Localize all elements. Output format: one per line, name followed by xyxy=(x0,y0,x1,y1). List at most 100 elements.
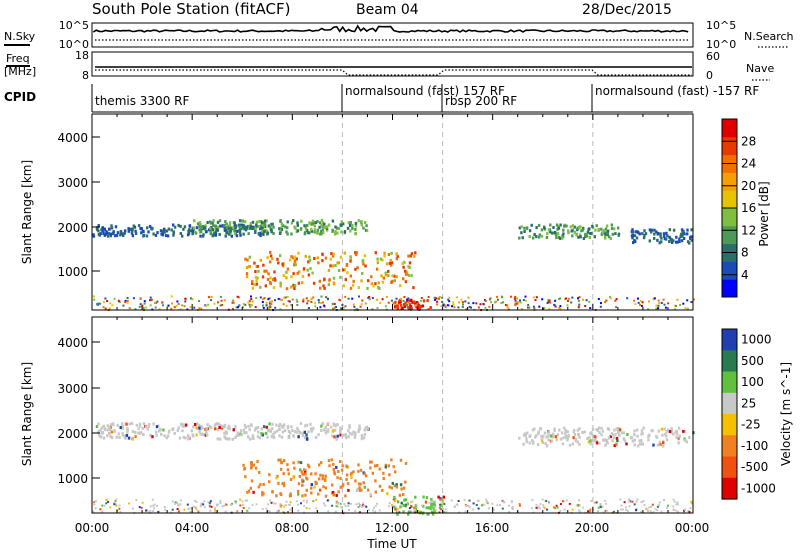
velocity-cell xyxy=(633,443,636,447)
power-ground-speckle xyxy=(641,301,644,304)
velocity-cell xyxy=(407,512,410,516)
power-cell xyxy=(648,239,651,243)
power-y-tick-4000: 4000 xyxy=(57,131,88,145)
power-cell xyxy=(269,260,272,264)
velocity-ground-speckle xyxy=(148,511,151,513)
velocity-cell xyxy=(363,485,366,489)
power-ground-speckle xyxy=(154,302,157,304)
power-cell xyxy=(198,221,202,225)
velocity-ground-speckle xyxy=(508,511,511,514)
power-cell xyxy=(650,228,654,232)
velocity-ground-speckle xyxy=(246,499,249,502)
power-cell xyxy=(593,235,596,239)
power-cell xyxy=(199,226,202,230)
power-cell xyxy=(114,234,117,238)
velocity-cell xyxy=(181,429,184,433)
power-ground-speckle xyxy=(514,302,517,305)
velocity-cell xyxy=(362,436,366,440)
power-ground-speckle xyxy=(274,306,277,309)
power-cell xyxy=(690,228,693,232)
velocity-ground-speckle xyxy=(501,507,504,510)
power-cell xyxy=(400,307,403,311)
power-cell xyxy=(259,258,262,262)
velocity-ground-speckle xyxy=(94,500,97,503)
power-ground-speckle xyxy=(96,303,98,305)
velocity-ground-speckle xyxy=(295,500,298,503)
velocity-cell xyxy=(620,431,624,435)
power-ground-speckle xyxy=(302,300,305,303)
power-cell xyxy=(686,240,690,244)
power-ground-speckle xyxy=(482,302,485,305)
power-ground-speckle xyxy=(341,304,344,306)
power-cell xyxy=(681,230,684,234)
power-ground-speckle xyxy=(679,304,682,306)
power-cell xyxy=(292,219,295,223)
velocity-ground-speckle xyxy=(472,508,475,511)
velocity-ground-speckle xyxy=(131,507,134,510)
velocity-ground-speckle xyxy=(374,505,377,508)
velocity-cell xyxy=(430,510,434,514)
power-cell xyxy=(633,234,637,238)
power-ground-speckle xyxy=(344,305,347,308)
power-ground-speckle xyxy=(400,297,403,300)
velocity-ground-speckle xyxy=(365,505,368,508)
power-ground-speckle xyxy=(467,296,470,299)
velocity-cell xyxy=(310,491,313,495)
velocity-cell xyxy=(239,429,243,433)
power-cell xyxy=(650,230,653,234)
velocity-ground-speckle xyxy=(234,502,237,505)
velocity-cell xyxy=(358,486,361,490)
velocity-ground-speckle xyxy=(654,508,657,511)
power-cell xyxy=(520,225,523,229)
velocity-ground-speckle xyxy=(246,509,249,512)
velocity-cell xyxy=(182,423,185,427)
nave-right-tick-top: 60 xyxy=(706,50,720,63)
power-cell xyxy=(595,224,598,228)
power-ground-speckle xyxy=(577,299,580,302)
velocity-cell xyxy=(342,483,345,487)
power-cell xyxy=(364,264,367,268)
power-cell xyxy=(407,273,410,277)
power-cell xyxy=(296,223,299,227)
power-cell xyxy=(422,299,426,303)
velocity-cell xyxy=(366,488,370,492)
velocity-cell xyxy=(415,510,418,514)
power-ground-speckle xyxy=(477,306,480,309)
power-cell xyxy=(658,241,661,245)
velocity-cell xyxy=(281,430,284,434)
power-cell xyxy=(279,229,282,233)
power-cell xyxy=(405,270,408,274)
velocity-cell xyxy=(226,426,230,430)
power-cell xyxy=(349,286,353,290)
power-ground-speckle xyxy=(458,301,461,304)
power-cell xyxy=(266,231,270,235)
power-cell xyxy=(403,305,407,309)
power-cell xyxy=(212,219,215,223)
power-cell xyxy=(665,231,668,235)
velocity-cell xyxy=(223,431,226,435)
velocity-ground-speckle xyxy=(627,510,629,513)
power-cell xyxy=(251,280,254,284)
power-ground-speckle xyxy=(453,306,456,309)
velocity-ground-speckle xyxy=(619,498,622,501)
velocity-ground-speckle xyxy=(208,502,211,505)
power-ground-speckle xyxy=(513,297,516,300)
velocity-cell xyxy=(339,428,342,432)
velocity-ground-speckle xyxy=(410,501,413,504)
power-ground-speckle xyxy=(342,306,345,309)
power-ground-speckle xyxy=(519,301,522,304)
power-cell xyxy=(303,224,306,228)
power-cell xyxy=(396,304,399,308)
velocity-cell xyxy=(250,462,253,465)
power-cell xyxy=(345,263,349,267)
velocity-ground-speckle xyxy=(92,510,95,513)
power-cell xyxy=(351,223,354,227)
power-cell xyxy=(110,224,113,228)
velocity-cell xyxy=(429,507,432,511)
velocity-ground-speckle xyxy=(667,504,669,507)
power-ground-speckle xyxy=(333,303,336,305)
velocity-cell xyxy=(347,435,350,439)
velocity-cell xyxy=(640,429,644,433)
power-ground-speckle xyxy=(286,296,289,298)
power-ground-speckle xyxy=(567,300,569,302)
